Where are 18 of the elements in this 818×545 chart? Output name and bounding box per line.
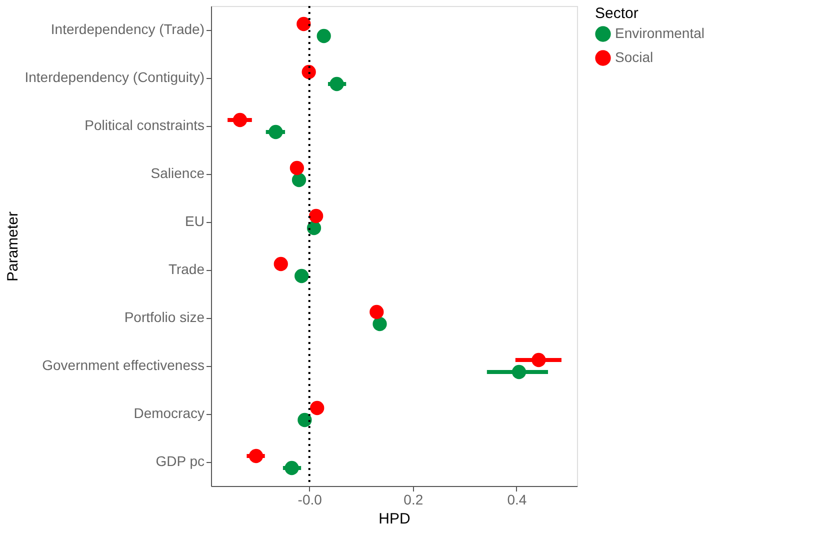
x-tick-label: 0.2 [404,492,424,508]
x-axis-title: HPD [378,510,410,528]
y-axis-title: Parameter [4,211,22,282]
y-tick-label: Government effectiveness [42,357,204,373]
y-tick-label: GDP pc [156,453,204,469]
x-tick-label: -0.0 [298,492,322,508]
legend-title: Sector [595,5,638,22]
y-tick-label: Political constraints [84,117,204,133]
y-tick-label: Salience [150,165,205,181]
y-tick-label: Trade [168,261,205,277]
y-tick-label: EU [185,213,204,229]
y-tick-label: Interdependency (Contiguity) [24,69,204,85]
y-tick-label: Interdependency (Trade) [50,21,204,37]
x-tick-label: 0.4 [507,492,527,508]
legend-label: Environmental [615,25,704,41]
y-tick-label: Portfolio size [124,309,205,325]
y-tick-label: Democracy [134,405,204,421]
legend-label: Social [615,49,654,65]
